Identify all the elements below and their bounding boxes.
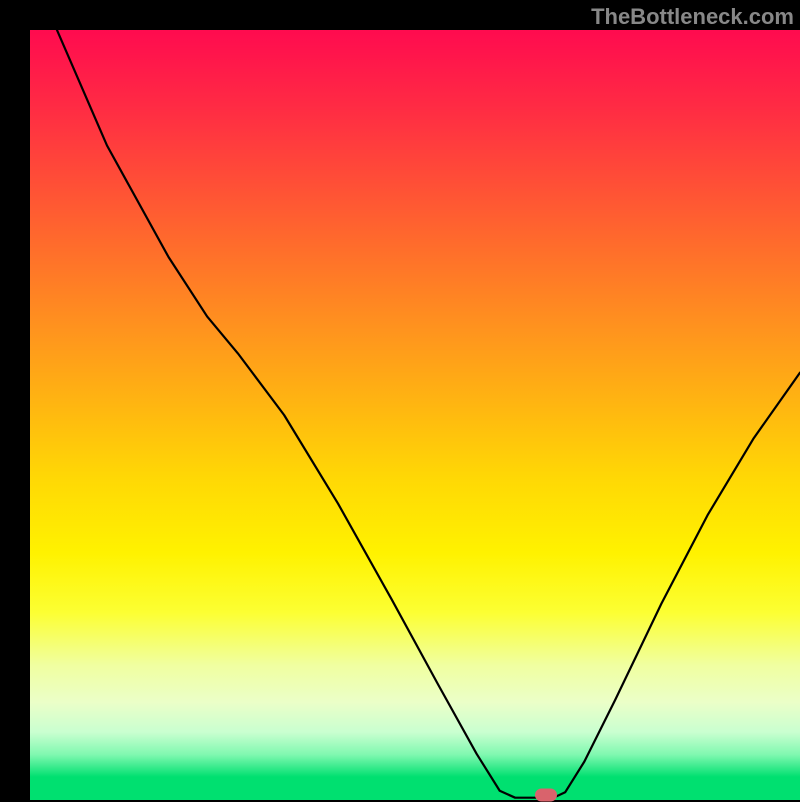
bottleneck-curve [30, 30, 800, 800]
watermark-text: TheBottleneck.com [591, 4, 794, 30]
plot-area [30, 30, 800, 800]
